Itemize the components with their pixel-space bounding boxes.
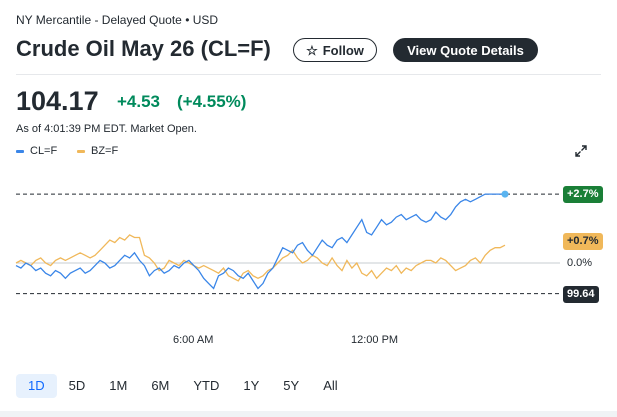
legend-swatch-cl <box>16 149 24 153</box>
range-1m[interactable]: 1M <box>109 378 128 393</box>
header-divider <box>16 74 601 75</box>
range-5y[interactable]: 5Y <box>283 378 300 393</box>
cl-series-line <box>15 193 505 290</box>
expand-icon[interactable] <box>574 144 588 158</box>
price-value: 104.17 <box>16 86 99 116</box>
follow-button[interactable]: ☆ Follow <box>293 38 377 62</box>
price-change: +4.53 <box>117 92 161 111</box>
cl-change-tag: +2.7% <box>563 186 603 204</box>
range-ytd[interactable]: YTD <box>193 378 220 393</box>
view-quote-details-button[interactable]: View Quote Details <box>393 38 538 62</box>
legend-label-cl: CL=F <box>30 145 58 157</box>
legend-swatch-bz <box>77 149 85 153</box>
bz-series-line <box>15 234 506 282</box>
range-5d[interactable]: 5D <box>68 378 86 393</box>
cl-last-point <box>501 190 509 198</box>
x-axis-label-6am: 6:00 AM <box>173 334 214 346</box>
exchange-info: NY Mercantile - Delayed Quote • USD <box>16 13 219 27</box>
x-axis-label-12pm: 12:00 PM <box>351 334 399 346</box>
legend-item-cl[interactable]: CL=F <box>16 145 57 157</box>
range-6m[interactable]: 6M <box>151 378 170 393</box>
range-1d[interactable]: 1D <box>16 374 57 398</box>
page-title: Crude Oil May 26 (CL=F) <box>16 36 271 61</box>
bz-change-tag: +0.7% <box>563 233 603 251</box>
range-all[interactable]: All <box>323 378 338 393</box>
previous-close-tag: 99.64 <box>563 285 599 303</box>
range-1y[interactable]: 1Y <box>243 378 260 393</box>
legend-item-bz[interactable]: BZ=F <box>77 145 118 157</box>
price-chart[interactable] <box>0 170 617 330</box>
legend-label-bz: BZ=F <box>91 145 119 157</box>
as-of-timestamp: As of 4:01:39 PM EDT. Market Open. <box>16 123 197 135</box>
star-icon: ☆ <box>306 42 318 58</box>
price-change-percent: (+4.55%) <box>177 92 247 111</box>
follow-label: Follow <box>322 42 364 58</box>
zero-axis-label: 0.0% <box>567 257 593 269</box>
time-range-selector: 1D 5D 1M 6M YTD 1Y 5Y All <box>16 374 350 398</box>
bottom-divider <box>0 411 617 417</box>
